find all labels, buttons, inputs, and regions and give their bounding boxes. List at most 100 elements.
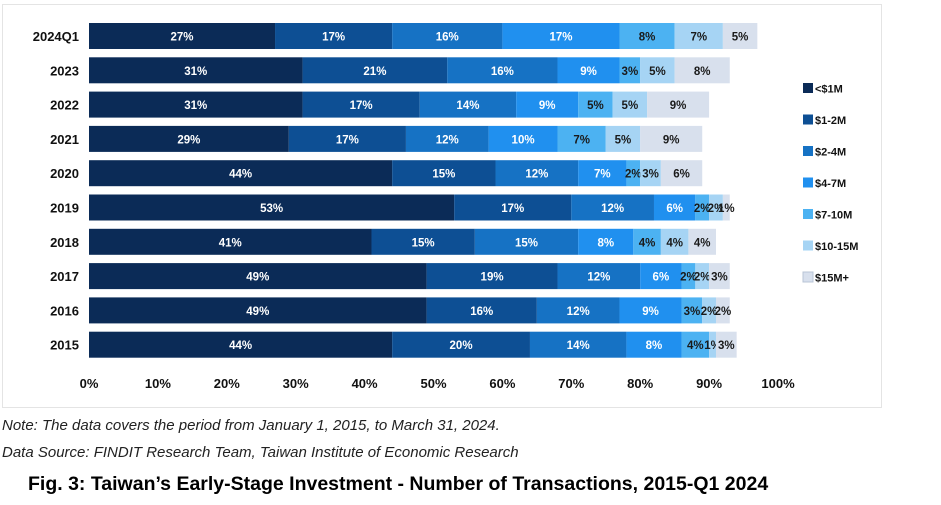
legend-swatch-6: [802, 271, 814, 283]
data-label-2021-5: 5%: [615, 134, 632, 146]
data-label-2020-3: 7%: [594, 169, 611, 181]
category-label-2021: 2021: [50, 132, 79, 147]
data-label-2016-4: 3%: [684, 306, 701, 318]
bar-segment-2022-1: [302, 91, 420, 118]
bar-segment-2020-4: [626, 160, 641, 187]
data-label-2016-3: 9%: [642, 306, 659, 318]
data-label-2018-1: 15%: [412, 237, 435, 249]
category-label-2016: 2016: [50, 303, 79, 318]
bar-segment-2019-2: [571, 194, 654, 221]
data-label-2016-2: 12%: [567, 306, 590, 318]
data-label-2023-0: 31%: [184, 66, 207, 78]
bar-segment-2023-3: [557, 57, 620, 84]
x-tick-label: 50%: [420, 376, 446, 391]
legend-label-4: $7-10M: [815, 210, 852, 222]
bar-segment-2015-0: [89, 331, 393, 358]
bar-segment-2015-2: [529, 331, 627, 358]
bar-segment-2017-6: [709, 263, 730, 290]
bar-segment-2024Q1-5: [674, 23, 723, 49]
category-label-2022: 2022: [50, 98, 79, 113]
bar-segment-2023-5: [640, 57, 675, 84]
data-label-2022-2: 14%: [456, 100, 479, 112]
data-label-2023-3: 9%: [580, 66, 597, 78]
bar-segment-2016-3: [619, 297, 682, 324]
bar-segment-2017-2: [557, 263, 641, 290]
bar-segment-2024Q1-6: [722, 23, 758, 49]
data-label-2021-1: 17%: [336, 134, 359, 146]
bar-segment-2017-3: [640, 263, 682, 290]
data-label-2020-5: 3%: [642, 169, 659, 181]
x-tick-label: 90%: [696, 376, 722, 391]
bar-segment-2016-6: [715, 297, 730, 324]
data-label-2024Q1-1: 17%: [322, 32, 345, 44]
bars-layer: 27% 17% 16% 17% 8% 7% 5% 31% 21% 16% 9% 3% 5% 8% 31% 17…: [89, 23, 758, 358]
legend-swatch-1: [803, 114, 813, 125]
bar-segment-2020-3: [578, 160, 627, 187]
bar-segment-2021-1: [288, 125, 406, 152]
x-tick-label: 40%: [352, 376, 378, 391]
data-label-2015-0: 44%: [229, 340, 252, 352]
stacked-bar-chart: 27% 17% 16% 17% 8% 7% 5% 31% 21% 16% 9% 3% 5% 8% 31% 17…: [33, 23, 858, 391]
data-label-2015-3: 8%: [646, 340, 663, 352]
data-label-2024Q1-6: 5%: [732, 32, 749, 44]
legend-swatch-2: [803, 146, 813, 156]
bar-segment-2015-5: [709, 331, 716, 358]
data-label-2017-2: 12%: [587, 272, 610, 284]
data-label-2019-5: 2%: [708, 203, 725, 215]
category-labels: 2024Q1 2023 2022 2021 2020 2019 2018 2017 2016 20…: [33, 29, 79, 353]
data-label-2018-5: 4%: [666, 237, 683, 249]
data-label-2015-1: 20%: [450, 340, 473, 352]
legend-label-6: $15M+: [815, 273, 849, 285]
bar-segment-2017-1: [426, 263, 558, 290]
bar-segment-2018-6: [688, 228, 716, 255]
bar-segment-2015-3: [626, 331, 682, 358]
bar-segment-2018-3: [578, 228, 634, 255]
x-tick-label: 60%: [489, 376, 515, 391]
data-label-2017-5: 2%: [694, 272, 711, 284]
data-label-2023-2: 16%: [491, 66, 514, 78]
data-label-2021-3: 10%: [512, 134, 535, 146]
data-label-2017-3: 6%: [653, 272, 670, 284]
bar-segment-2019-4: [695, 194, 710, 221]
bar-segment-2017-5: [695, 263, 710, 290]
data-label-2023-4: 3%: [622, 66, 639, 78]
legend-label-1: $1-2M: [815, 115, 846, 127]
bar-segment-2015-4: [681, 331, 710, 358]
bar-segment-2021-5: [605, 125, 641, 152]
data-label-2017-0: 49%: [246, 272, 269, 284]
category-label-2020: 2020: [50, 166, 79, 181]
chart-frame: 27% 17% 16% 17% 8% 7% 5% 31% 21% 16% 9% 3% 5% 8% 31% 17…: [2, 4, 882, 408]
data-label-2021-6: 9%: [663, 134, 680, 146]
legend-label-2: $2-4M: [815, 147, 846, 159]
bar-segment-2021-3: [488, 125, 558, 152]
x-tick-label: 10%: [145, 376, 171, 391]
data-label-2015-4: 4%: [687, 340, 704, 352]
data-label-2019-6: 1%: [718, 203, 735, 215]
data-label-2024Q1-4: 8%: [639, 32, 656, 44]
bar-segment-2019-5: [709, 194, 723, 221]
data-label-2016-0: 49%: [246, 306, 269, 318]
data-label-2022-6: 9%: [670, 100, 687, 112]
data-label-2020-2: 12%: [525, 169, 548, 181]
category-label-2019: 2019: [50, 201, 79, 216]
bar-segment-2021-4: [557, 125, 606, 152]
data-label-2019-0: 53%: [260, 203, 283, 215]
bar-segment-2015-1: [392, 331, 530, 358]
x-tick-label: 80%: [627, 376, 653, 391]
data-label-2019-2: 12%: [601, 203, 624, 215]
data-label-2023-6: 8%: [694, 66, 711, 78]
data-label-2019-3: 6%: [666, 203, 683, 215]
legend-swatch-3: [803, 177, 813, 188]
data-label-2021-4: 7%: [573, 134, 590, 146]
bar-segment-2024Q1-4: [619, 23, 675, 49]
data-label-2016-6: 2%: [715, 306, 732, 318]
data-label-2024Q1-3: 17%: [549, 32, 572, 44]
bar-segment-2017-4: [681, 263, 696, 290]
bar-segment-2016-1: [426, 297, 537, 324]
data-label-2022-5: 5%: [622, 100, 639, 112]
note-coverage: Note: The data covers the period from Ja…: [2, 417, 500, 434]
data-label-2020-0: 44%: [229, 169, 252, 181]
bar-segment-2020-2: [495, 160, 579, 187]
data-label-2024Q1-0: 27%: [170, 32, 193, 44]
legend-label-3: $4-7M: [815, 178, 846, 190]
